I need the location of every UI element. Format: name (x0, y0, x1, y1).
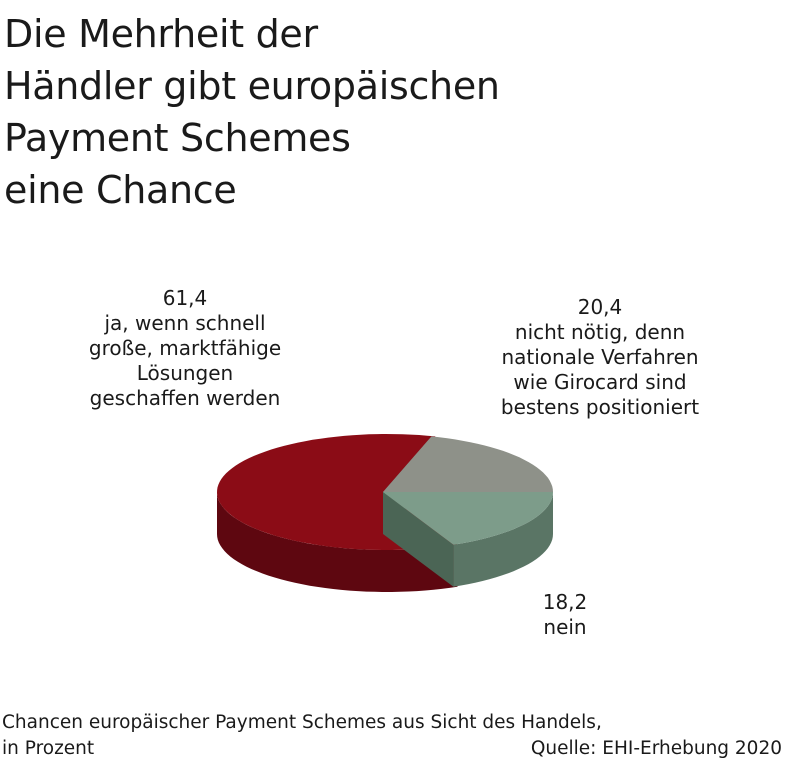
slice-label-nein: 18,2 nein (505, 590, 625, 640)
caption-unit: in Prozent (2, 738, 95, 759)
caption-line: in Prozent Quelle: EHI-Erhebung 2020 (2, 736, 782, 762)
slice-text-line: bestens positioniert (500, 395, 700, 419)
chart-caption: Chancen europäischer Payment Schemes aus… (2, 710, 782, 762)
pie-slice-nein (383, 492, 553, 545)
caption-source: Quelle: EHI-Erhebung 2020 (530, 738, 782, 759)
caption-line: Chancen europäischer Payment Schemes aus… (2, 712, 602, 733)
title-line: eine Chance (4, 168, 237, 212)
pie-slices (217, 434, 553, 592)
title-line: Die Mehrheit der (4, 12, 318, 56)
slice-label-nicht-noetig: 20,4 nicht nötig, denn nationale Verfahr… (460, 295, 740, 420)
pie-slice-nein-cut (383, 492, 454, 587)
slice-text-line: nein (543, 615, 587, 639)
slice-text-line: wie Girocard sind (513, 370, 687, 394)
slice-value-label: 18,2 (542, 590, 588, 614)
title-line: Händler gibt europäischen (4, 64, 500, 108)
chart-title: Die Mehrheit der Händler gibt europäisch… (4, 8, 704, 216)
slice-text-line: ja, wenn schnell (104, 311, 266, 335)
slice-text-line: große, marktfähige (88, 336, 282, 360)
pie-slice-nein-side (453, 492, 553, 587)
slice-text-line: geschaffen werden (89, 386, 281, 410)
slice-text-line: Lösungen (136, 361, 234, 385)
pie-slice-ja-side (217, 492, 458, 592)
title-line: Payment Schemes (4, 116, 351, 160)
slice-text-line: nicht nötig, denn (514, 320, 686, 344)
slice-label-ja: 61,4 ja, wenn schnell große, marktfähige… (50, 286, 320, 411)
pie-slice-nicht-noetig (383, 436, 553, 492)
slice-value-label: 61,4 (162, 286, 208, 310)
slice-text-line: nationale Verfahren (501, 345, 699, 369)
slice-value-label: 20,4 (577, 295, 623, 319)
